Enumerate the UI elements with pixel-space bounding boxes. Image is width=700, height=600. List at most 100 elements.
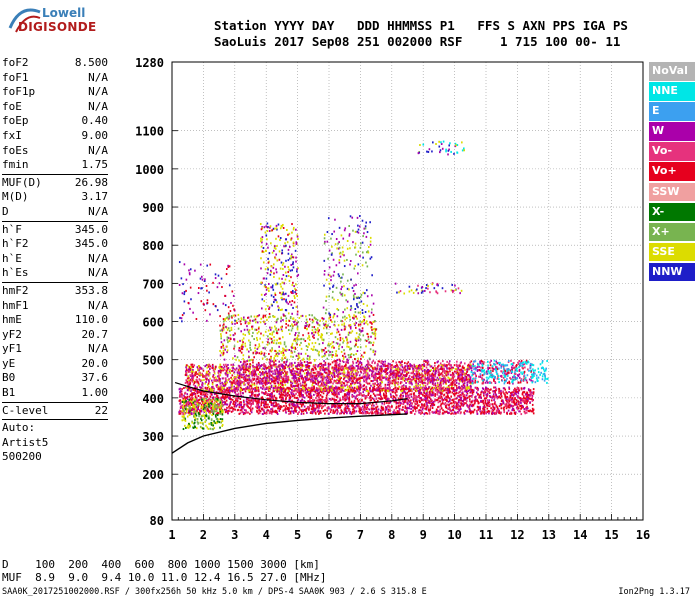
echo-point xyxy=(508,391,510,394)
echo-point xyxy=(498,390,500,393)
echo-point xyxy=(529,390,532,393)
param-name: foF1 xyxy=(2,70,29,84)
echo-point xyxy=(268,405,270,408)
echo-point xyxy=(249,368,251,371)
echo-point xyxy=(184,386,187,389)
echo-point xyxy=(194,372,197,375)
echo-point xyxy=(282,397,284,400)
echo-point xyxy=(495,393,497,396)
echo-point xyxy=(503,406,506,409)
echo-point xyxy=(443,410,446,413)
echo-point xyxy=(327,373,330,376)
echo-point xyxy=(313,366,316,369)
echo-point xyxy=(217,371,220,374)
echo-point xyxy=(248,402,250,405)
digisonde-logo-icon xyxy=(8,8,41,33)
echo-point xyxy=(216,383,219,386)
echo-point xyxy=(446,364,448,367)
echo-point xyxy=(421,403,423,406)
echo-point xyxy=(340,403,343,406)
echo-point xyxy=(335,369,337,372)
echo-point xyxy=(454,378,457,381)
echo-point xyxy=(509,396,512,399)
echo-point xyxy=(232,407,235,410)
echo-point xyxy=(261,391,263,394)
echo-point xyxy=(202,375,204,378)
echo-point xyxy=(353,378,355,381)
echo-point xyxy=(458,395,461,398)
echo-point xyxy=(485,389,487,392)
echo-point xyxy=(284,390,287,393)
echo-point xyxy=(419,406,422,409)
echo-point xyxy=(396,382,399,385)
echo-point xyxy=(363,380,365,383)
echo-point xyxy=(323,389,326,392)
echo-point xyxy=(343,394,346,397)
echo-point xyxy=(219,374,222,377)
echo-point xyxy=(224,390,226,393)
echo-point xyxy=(492,411,494,414)
echo-point xyxy=(182,413,184,416)
echo-point xyxy=(421,386,423,389)
echo-point xyxy=(241,406,243,409)
echo-point xyxy=(528,394,531,397)
echo-point xyxy=(402,403,404,406)
param-row-d: D N/A xyxy=(2,205,108,220)
param-row-yf1: yF1 N/A xyxy=(2,342,108,357)
echo-point xyxy=(359,411,361,414)
echo-point xyxy=(292,389,295,392)
echo-point xyxy=(373,385,376,388)
echo-point xyxy=(361,376,364,379)
echo-point xyxy=(369,387,371,390)
echo-point xyxy=(502,390,505,393)
echo-point xyxy=(301,389,304,392)
echo-point xyxy=(306,394,308,397)
echo-point xyxy=(339,378,341,381)
echo-point xyxy=(191,372,194,375)
echo-point xyxy=(518,389,521,392)
echo-point xyxy=(418,390,420,393)
echo-point xyxy=(234,381,237,384)
echo-point xyxy=(286,394,289,397)
echo-point xyxy=(461,402,464,405)
echo-point xyxy=(465,368,468,371)
echo-point xyxy=(251,390,254,393)
echo-point xyxy=(228,386,230,389)
echo-point xyxy=(378,397,380,400)
echo-point xyxy=(498,409,500,412)
echo-point xyxy=(228,397,230,400)
echo-point xyxy=(233,388,236,391)
echo-point xyxy=(448,400,451,403)
echo-point xyxy=(344,380,347,383)
echo-point xyxy=(454,401,456,404)
echo-point xyxy=(502,400,504,403)
echo-point xyxy=(227,367,230,370)
echo-point xyxy=(367,393,370,396)
echo-point xyxy=(206,366,209,369)
echo-point xyxy=(279,407,282,410)
echo-point xyxy=(312,400,315,403)
param-name: foEs xyxy=(2,143,29,157)
echo-point xyxy=(289,410,292,413)
echo-point xyxy=(511,393,513,396)
echo-point xyxy=(441,392,443,395)
echo-point xyxy=(275,404,277,407)
echo-point xyxy=(451,391,454,394)
echo-point xyxy=(332,412,334,415)
echo-point xyxy=(508,386,510,389)
echo-point xyxy=(197,399,200,402)
echo-point xyxy=(343,374,346,377)
echo-point xyxy=(455,403,458,406)
echo-point xyxy=(212,369,215,372)
echo-point xyxy=(468,410,471,413)
echo-point xyxy=(418,391,421,394)
echo-point xyxy=(277,407,279,410)
echo-point xyxy=(455,384,458,387)
echo-point xyxy=(423,391,426,394)
echo-point xyxy=(368,367,370,370)
echo-point xyxy=(458,382,460,385)
echo-point xyxy=(331,403,334,406)
echo-point xyxy=(363,368,366,371)
echo-point xyxy=(293,374,296,377)
echo-point xyxy=(310,378,312,381)
